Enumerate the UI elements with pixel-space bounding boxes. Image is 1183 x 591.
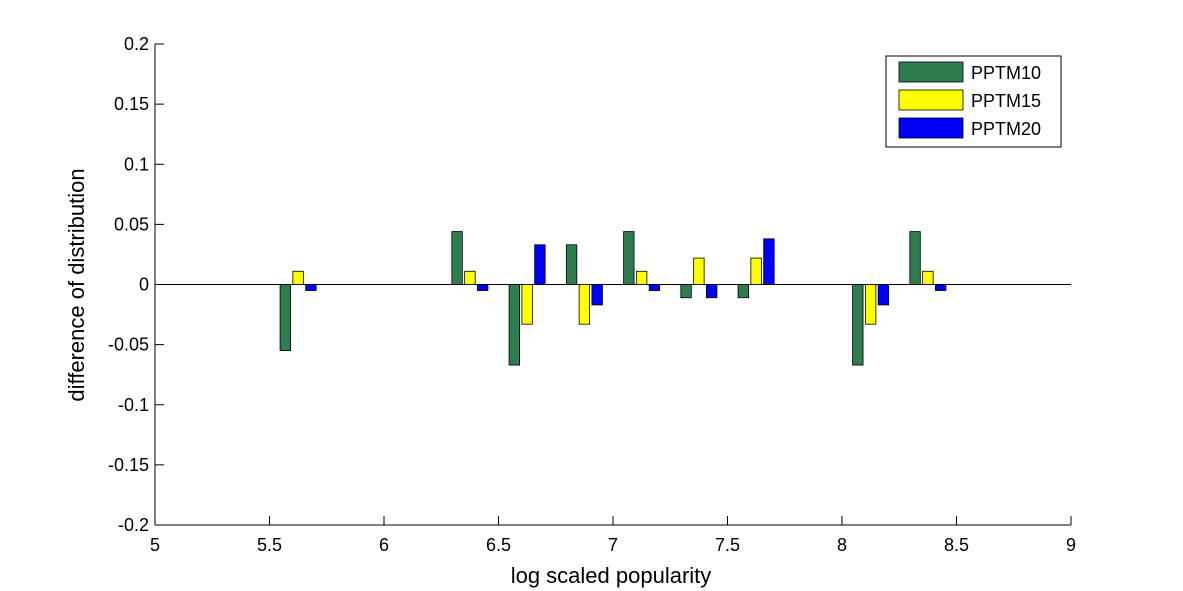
x-tick-label: 6.5 bbox=[486, 535, 511, 555]
x-tick-label: 8.5 bbox=[944, 535, 969, 555]
x-tick-label: 7 bbox=[608, 535, 618, 555]
bar-pptm20 bbox=[877, 284, 890, 306]
x-tick-label: 7.5 bbox=[715, 535, 740, 555]
y-tick-label: -0.2 bbox=[118, 515, 149, 535]
y-tick-label: -0.15 bbox=[108, 455, 149, 475]
bar-pptm10 bbox=[909, 231, 921, 285]
bar-pptm10 bbox=[680, 284, 692, 299]
legend-swatch-pptm15 bbox=[898, 89, 964, 111]
bar-pptm20 bbox=[534, 244, 546, 285]
legend-label-pptm10: PPTM10 bbox=[971, 63, 1041, 83]
bar-pptm15 bbox=[635, 270, 648, 285]
bar-pptm10 bbox=[508, 284, 520, 366]
legend-label-pptm15: PPTM15 bbox=[971, 91, 1041, 111]
y-tick-label: -0.05 bbox=[108, 335, 149, 355]
y-tick-label: 0.15 bbox=[114, 94, 149, 114]
bar-pptm10 bbox=[451, 231, 463, 285]
x-tick-label: 5.5 bbox=[257, 535, 282, 555]
y-tick-label: 0.05 bbox=[114, 214, 149, 234]
bar-pptm20 bbox=[591, 284, 603, 306]
x-tick-label: 6 bbox=[379, 535, 389, 555]
bar-pptm10 bbox=[565, 244, 578, 285]
bar-pptm15 bbox=[292, 270, 304, 285]
legend-label-pptm20: PPTM20 bbox=[971, 119, 1041, 139]
x-tick-label: 5 bbox=[150, 535, 160, 555]
bar-pptm20 bbox=[935, 284, 947, 291]
y-tick-label: 0.1 bbox=[124, 154, 149, 174]
bar-pptm15 bbox=[922, 270, 934, 285]
bar-pptm10 bbox=[279, 284, 291, 352]
bar-pptm10 bbox=[623, 231, 635, 285]
bar-pptm15 bbox=[693, 257, 705, 285]
bar-pptm15 bbox=[464, 270, 476, 285]
bar-pptm15 bbox=[864, 284, 877, 325]
bar-pptm15 bbox=[578, 284, 591, 325]
x-tick-label: 9 bbox=[1066, 535, 1076, 555]
legend-swatch-pptm20 bbox=[898, 117, 964, 139]
bar-pptm10 bbox=[737, 284, 749, 299]
x-tick-label: 8 bbox=[837, 535, 847, 555]
bar-pptm20 bbox=[648, 284, 661, 291]
axes: 5 5.5 6 6.5 7 7.5 8 8.5 9 -0.2 -0.15 -0.1 -0.05 0 0.05… bbox=[108, 34, 1076, 555]
bar-pptm20 bbox=[763, 238, 775, 285]
bar-pptm15 bbox=[521, 284, 533, 325]
bar-pptm10 bbox=[852, 284, 864, 366]
y-axis-label: difference of distribution bbox=[64, 168, 89, 401]
x-axis-label: log scaled popularity bbox=[511, 563, 712, 588]
bar-pptm15 bbox=[750, 257, 762, 285]
bars bbox=[279, 231, 947, 366]
bar-pptm20 bbox=[477, 284, 489, 291]
bar-pptm20 bbox=[305, 284, 317, 291]
y-tick-label: -0.1 bbox=[118, 395, 149, 415]
legend-swatch-pptm10 bbox=[898, 61, 964, 83]
y-tick-label: 0 bbox=[139, 275, 149, 295]
bar-pptm20 bbox=[706, 284, 718, 299]
legend: PPTM10 PPTM15 PPTM20 bbox=[885, 55, 1062, 148]
y-tick-label: 0.2 bbox=[124, 34, 149, 54]
